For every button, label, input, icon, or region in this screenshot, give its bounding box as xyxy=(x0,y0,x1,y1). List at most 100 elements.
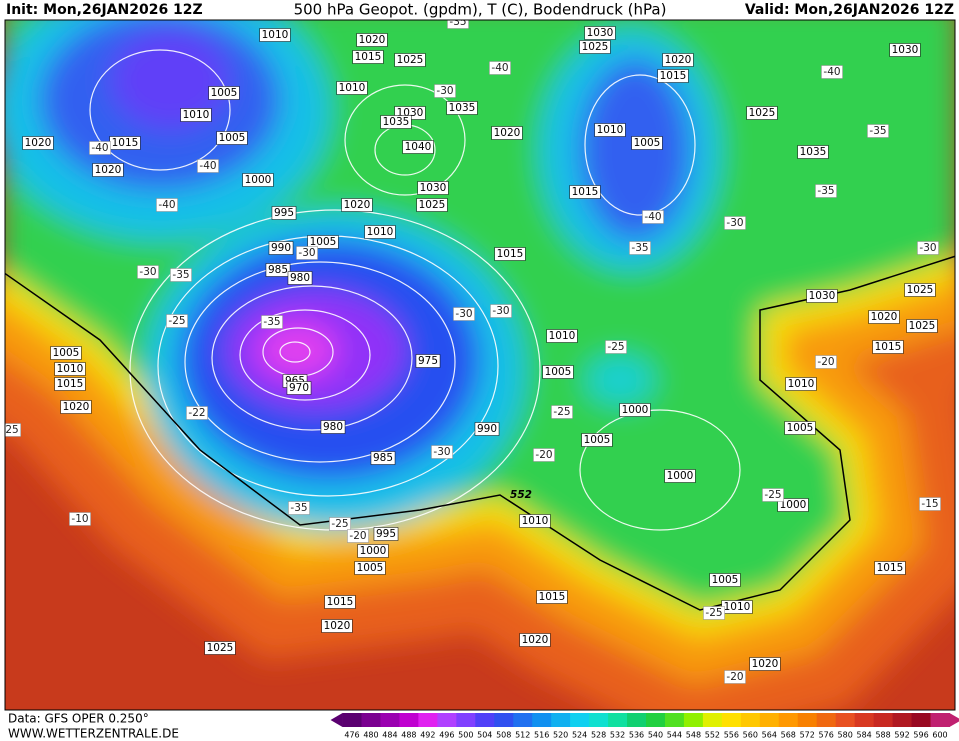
pressure-label-box xyxy=(746,106,778,120)
temperature-label-box xyxy=(815,355,837,369)
pressure-label-text: 1015 xyxy=(327,596,354,608)
map-frame xyxy=(4,19,956,711)
pressure-label-box xyxy=(494,247,526,261)
pressure-label-box xyxy=(584,26,616,40)
colorbar-swatch xyxy=(380,713,400,727)
temperature-label-text: -30 xyxy=(433,446,450,458)
pressure-label-box xyxy=(352,50,384,64)
colorbar-swatch xyxy=(740,713,761,727)
pressure-label-text: 1005 xyxy=(545,366,572,378)
temperature-label: -40 xyxy=(821,65,843,79)
pressure-label-text: 1010 xyxy=(367,226,394,238)
pressure-label-box xyxy=(519,633,551,647)
pressure-label: 1030 xyxy=(806,289,838,303)
colorbar-swatch xyxy=(778,713,799,727)
pressure-label-text: 1025 xyxy=(749,107,776,119)
temperature-label: -20 xyxy=(533,448,555,462)
pressure-label-text: 1035 xyxy=(383,116,410,128)
pressure-label-text: 1035 xyxy=(449,102,476,114)
pressure-label-box xyxy=(60,400,92,414)
pressure-label-text: 1005 xyxy=(310,236,337,248)
colorbar-tick-label: 500 xyxy=(458,731,473,740)
pressure-label: 985 xyxy=(370,451,396,465)
temperature-label: -20 xyxy=(724,670,746,684)
pressure-label: 1005 xyxy=(354,561,386,575)
pressure-label-text: 1010 xyxy=(597,124,624,136)
footer: Data: GFS OPER 0.250° WWW.WETTERZENTRALE… xyxy=(8,712,179,741)
pressure-label: 1015 xyxy=(494,247,526,261)
temperature-label-box xyxy=(867,124,889,138)
pressure-label-box xyxy=(415,354,441,368)
pressure-label-text: 1015 xyxy=(539,591,566,603)
temperature-label-text: -35 xyxy=(172,269,189,281)
pressure-label-text: 1020 xyxy=(324,620,351,632)
colorbar-swatch xyxy=(646,713,666,727)
colorbar-tick-label: 532 xyxy=(610,731,625,740)
pressure-label: 1025 xyxy=(579,40,611,54)
colorbar-tick-label: 488 xyxy=(401,731,416,740)
temperature-label-box xyxy=(89,141,111,155)
pressure-label: 1015 xyxy=(536,590,568,604)
temperature-label: -15 xyxy=(919,497,941,511)
pressure-label-text: 1015 xyxy=(875,341,902,353)
temperature-label-text: -30 xyxy=(139,266,156,278)
temperature-label-box xyxy=(296,246,318,260)
temperature-label-box xyxy=(347,529,369,543)
pressure-label-text: 1020 xyxy=(752,658,779,670)
pressure-label-box xyxy=(749,657,781,671)
pressure-label: 1020 xyxy=(60,400,92,414)
pressure-label: 1005 xyxy=(581,433,613,447)
pressure-label: 1020 xyxy=(868,310,900,324)
temperature-label-box xyxy=(5,423,21,437)
temperature-label-box xyxy=(762,488,784,502)
temperature-label: -30 xyxy=(137,265,159,279)
colorbar-swatch xyxy=(835,713,856,727)
colorbar-swatch xyxy=(930,713,950,727)
pressure-label-box xyxy=(92,163,124,177)
temperature-label: -35 xyxy=(629,241,651,255)
temperature-label: -40 xyxy=(156,198,178,212)
colorbar-left-arrow xyxy=(330,713,343,727)
pressure-label-text: 1010 xyxy=(788,378,815,390)
pressure-label-box xyxy=(242,173,274,187)
pressure-label-box xyxy=(336,81,368,95)
temperature-label-box xyxy=(919,497,941,511)
pressure-label-box xyxy=(271,206,297,220)
pressure-label-box xyxy=(341,198,373,212)
temperature-label-text: -20 xyxy=(535,449,552,461)
temperature-label: -20 xyxy=(815,355,837,369)
pressure-label: 1005 xyxy=(784,421,816,435)
temperature-label-text: -30 xyxy=(726,217,743,229)
colorbar-tick-label: 588 xyxy=(875,731,890,740)
pressure-label: 990 xyxy=(474,422,500,436)
pressure-label: 1000 xyxy=(357,544,389,558)
temperature-label-text: -35 xyxy=(869,125,886,137)
pressure-label: 1010 xyxy=(54,362,86,376)
pressure-label-text: 1000 xyxy=(245,174,272,186)
pressure-label-text: 1025 xyxy=(907,284,934,296)
pressure-label-box xyxy=(777,498,809,512)
pressure-label-text: 1035 xyxy=(800,146,827,158)
pressure-label: 1000 xyxy=(777,498,809,512)
temperature-label-box xyxy=(453,307,475,321)
colorbar-tick-label: 580 xyxy=(838,731,853,740)
temperature-label-text: -25 xyxy=(553,406,570,418)
colorbar-swatch xyxy=(456,713,476,727)
pressure-label-box xyxy=(265,263,291,277)
colorbar-tick-label: 536 xyxy=(629,731,644,740)
pressure-label-box xyxy=(373,527,399,541)
pressure-label: 1025 xyxy=(416,198,448,212)
pressure-label-text: 1010 xyxy=(549,330,576,342)
pressure-label-box xyxy=(54,362,86,376)
colorbar-swatch xyxy=(551,713,571,727)
pressure-label-box xyxy=(364,225,396,239)
pressure-label-text: 995 xyxy=(274,207,294,219)
temperature-label-text: -25 xyxy=(705,607,722,619)
pressure-label: 1010 xyxy=(180,108,212,122)
pressure-label: 1020 xyxy=(22,136,54,150)
pressure-label: 1010 xyxy=(785,377,817,391)
temperature-label-box xyxy=(197,159,219,173)
colorbar-swatch xyxy=(399,713,419,727)
pressure-label: 1000 xyxy=(664,469,696,483)
pressure-label-text: 1005 xyxy=(211,87,238,99)
